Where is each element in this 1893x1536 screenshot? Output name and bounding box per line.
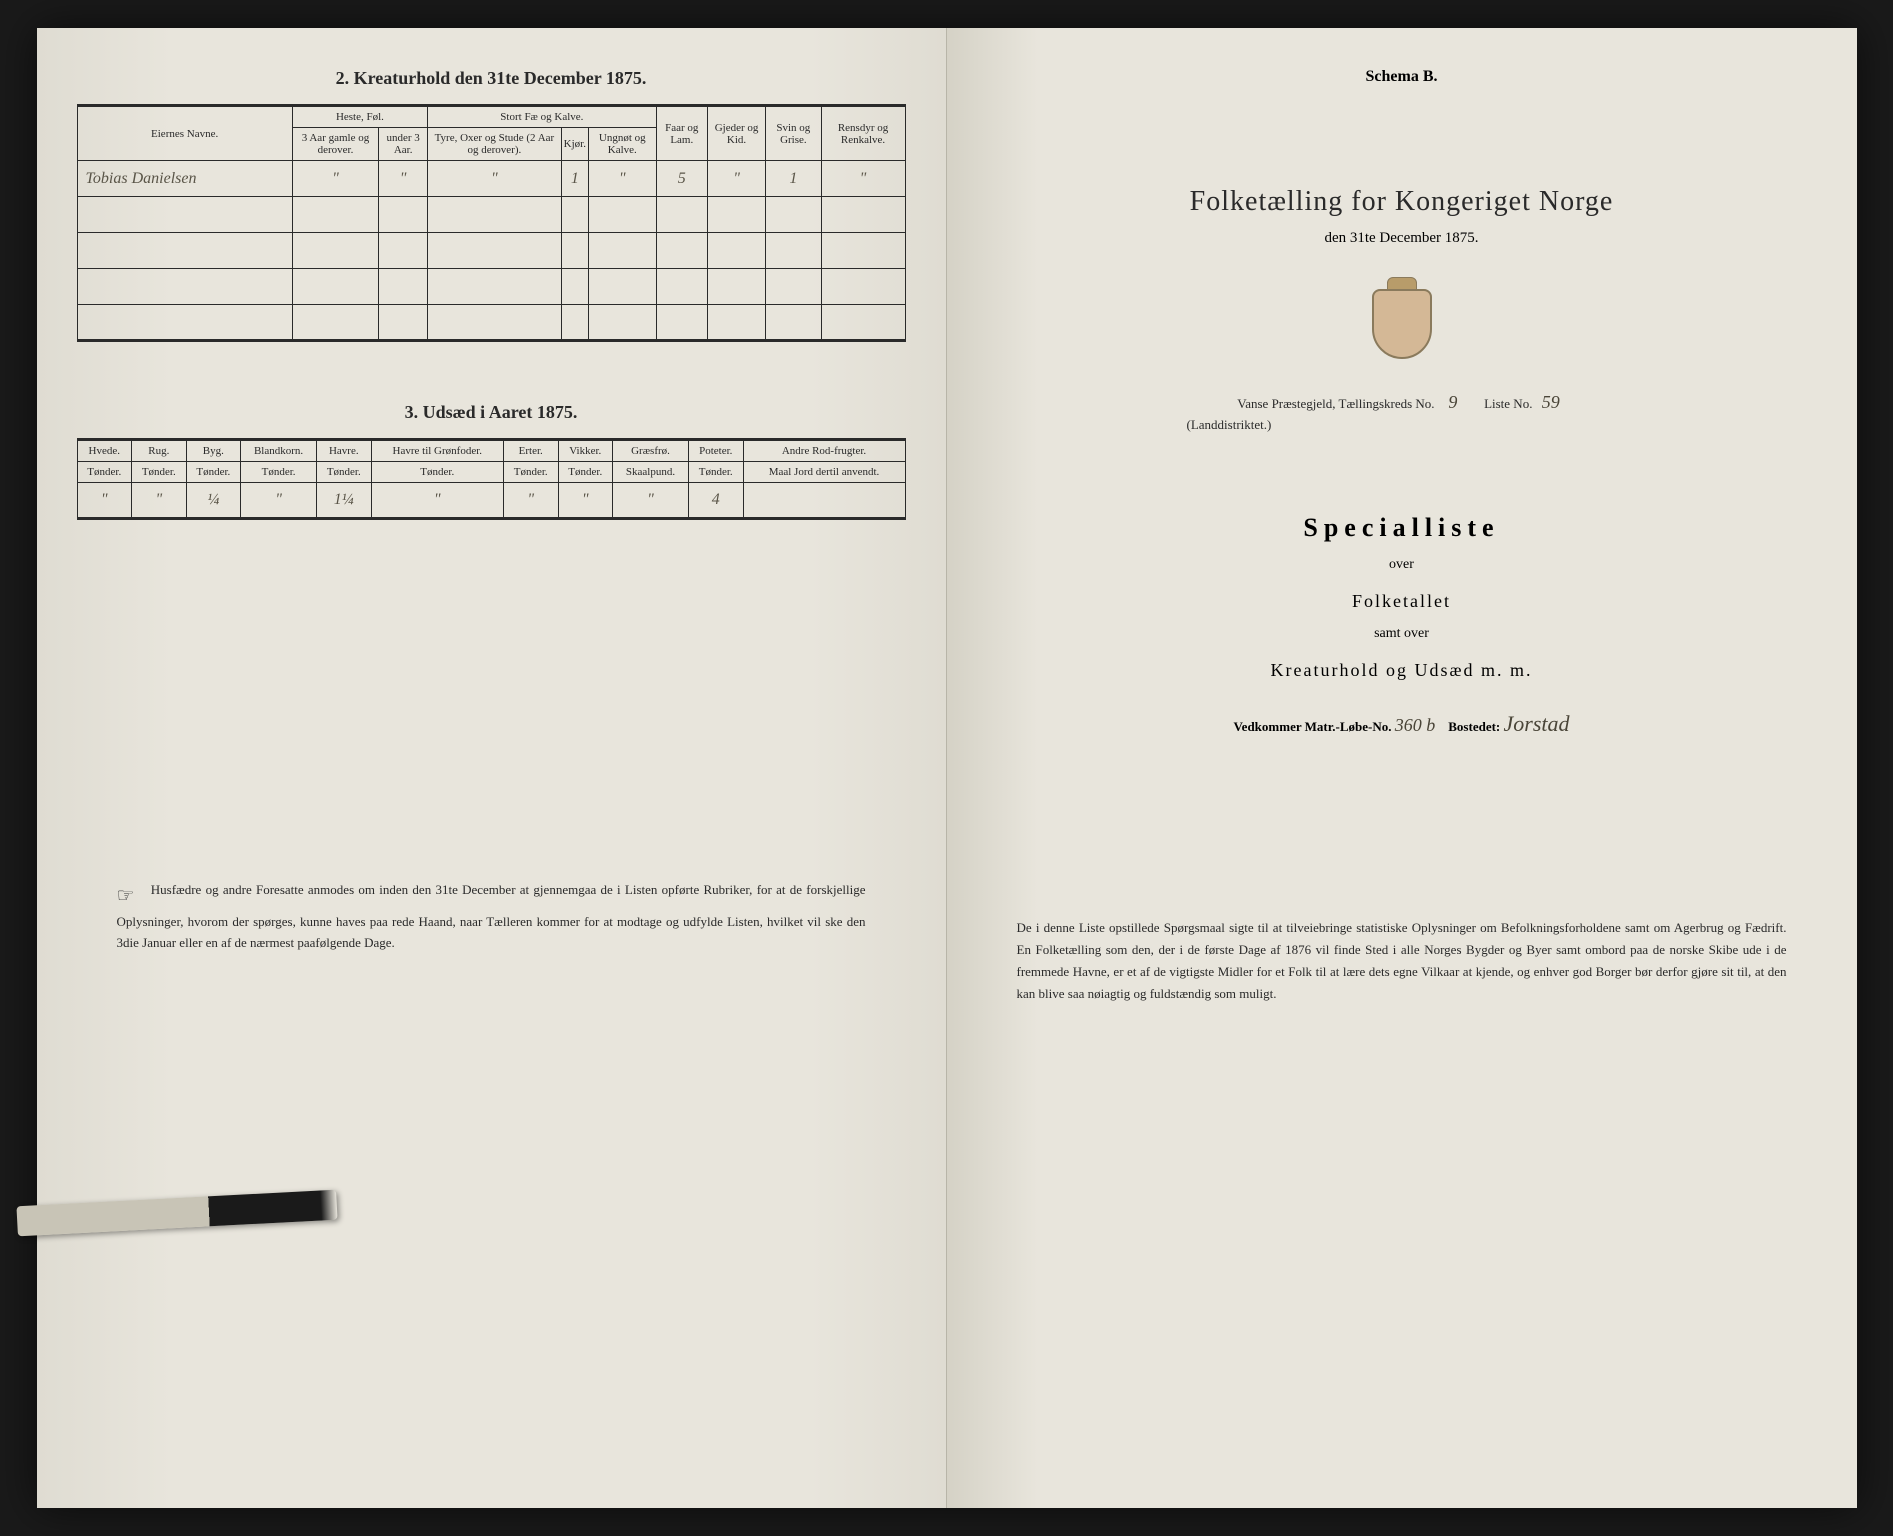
th-bland: Blandkorn. [241,440,317,462]
cell-rug: " [132,483,187,519]
th-byg: Byg. [186,440,241,462]
th-heste-a: 3 Aar gamle og derover. [292,128,378,161]
cell-hvede: " [77,483,132,519]
th-heste-b: under 3 Aar. [379,128,428,161]
cell-gjeder: " [707,161,765,197]
th-hvede: Hvede. [77,440,132,462]
cell-havre: 1¼ [317,483,372,519]
cell-byg: ¼ [186,483,241,519]
th-poteter: Poteter. [688,440,743,462]
bostedet-value: Jorstad [1504,711,1570,737]
liste-label: Liste No. [1484,396,1532,411]
main-title: Folketælling for Kongeriget Norge [987,186,1817,218]
th-vikker-u: Tønder. [558,462,613,483]
th-poteter-u: Tønder. [688,462,743,483]
cell-andre [743,483,905,519]
th-owner: Eiernes Navne. [77,106,292,161]
cell-faar: 5 [656,161,707,197]
cell-havregf: " [371,483,503,519]
cell-graes: " [613,483,689,519]
th-erter-u: Tønder. [503,462,558,483]
folketallet-label: Folketallet [987,591,1817,612]
cell-stort-c: " [588,161,656,197]
schema-label: Schema B. [987,68,1817,86]
th-gjeder: Gjeder og Kid. [707,106,765,161]
th-heste: Heste, Føl. [292,106,427,128]
cell-bland: " [241,483,317,519]
th-bland-u: Tønder. [241,462,317,483]
empty-row [77,197,292,233]
th-stort-a: Tyre, Oxer og Stude (2 Aar og derover). [428,128,562,161]
th-stort-b: Kjør. [561,128,588,161]
th-rug: Rug. [132,440,187,462]
coat-of-arms-icon [1367,277,1437,362]
th-rug-u: Tønder. [132,462,187,483]
bostedet-label: Bostedet: [1448,719,1500,734]
district-label: (Landdistriktet.) [987,417,1817,433]
th-havre-u: Tønder. [317,462,372,483]
left-page: 2. Kreaturhold den 31te December 1875. E… [37,28,947,1508]
liste-no: 59 [1536,392,1566,413]
footnote-text: Husfædre og andre Foresatte anmodes om i… [117,882,866,950]
cell-heste-a: " [292,161,378,197]
th-svin: Svin og Grise. [766,106,821,161]
parish-label: Vanse Præstegjeld, Tællingskreds No. [1237,396,1434,411]
th-byg-u: Tønder. [186,462,241,483]
cell-rensdyr: " [821,161,905,197]
cell-vikker: " [558,483,613,519]
th-havregf-u: Tønder. [371,462,503,483]
table-kreaturhold: Eiernes Navne. Heste, Føl. Stort Fæ og K… [77,104,906,342]
vedkommer-line: Vedkommer Matr.-Løbe-No. 360 b Bostedet:… [987,711,1817,737]
left-footnote: ☞ Husfædre og andre Foresatte anmodes om… [77,880,906,954]
right-page: Schema B. Folketælling for Kongeriget No… [947,28,1857,1508]
th-graes: Græsfrø. [613,440,689,462]
parish-no: 9 [1438,392,1468,413]
over-label: over [987,557,1817,573]
cell-svin: 1 [766,161,821,197]
table-udsaed: Hvede. Rug. Byg. Blandkorn. Havre. Havre… [77,438,906,520]
pointer-hand-icon: ☞ [117,880,147,912]
th-stort-c: Ungnøt og Kalve. [588,128,656,161]
specialliste-title: Specialliste [987,513,1817,543]
section2-title: 2. Kreaturhold den 31te December 1875. [77,68,906,89]
sub-date: den 31te December 1875. [987,230,1817,247]
empty-row [77,305,292,341]
empty-row [77,269,292,305]
pen-object [16,1190,337,1237]
th-andre: Andre Rod-frugter. [743,440,905,462]
th-erter: Erter. [503,440,558,462]
section3-title: 3. Udsæd i Aaret 1875. [77,402,906,423]
th-hvede-u: Tønder. [77,462,132,483]
th-graes-u: Skaalpund. [613,462,689,483]
samt-label: samt over [987,626,1817,642]
cell-poteter: 4 [688,483,743,519]
kreatur-label: Kreaturhold og Udsæd m. m. [987,660,1817,681]
book-spread: 2. Kreaturhold den 31te December 1875. E… [37,28,1857,1508]
th-stort: Stort Fæ og Kalve. [428,106,656,128]
cell-stort-b: 1 [561,161,588,197]
th-havre: Havre. [317,440,372,462]
cell-erter: " [503,483,558,519]
th-andre-u: Maal Jord dertil anvendt. [743,462,905,483]
cell-owner: Tobias Danielsen [77,161,292,197]
vedk-label: Vedkommer Matr.-Løbe-No. [1233,719,1391,734]
th-faar: Faar og Lam. [656,106,707,161]
vedk-no: 360 b [1395,715,1436,736]
cell-stort-a: " [428,161,562,197]
th-vikker: Vikker. [558,440,613,462]
th-havregf: Havre til Grønfoder. [371,440,503,462]
empty-row [77,233,292,269]
cell-heste-b: " [379,161,428,197]
parish-line: Vanse Præstegjeld, Tællingskreds No. 9 L… [987,392,1817,413]
right-footnote: De i denne Liste opstillede Spørgsmaal s… [987,917,1817,1005]
th-rensdyr: Rensdyr og Renkalve. [821,106,905,161]
